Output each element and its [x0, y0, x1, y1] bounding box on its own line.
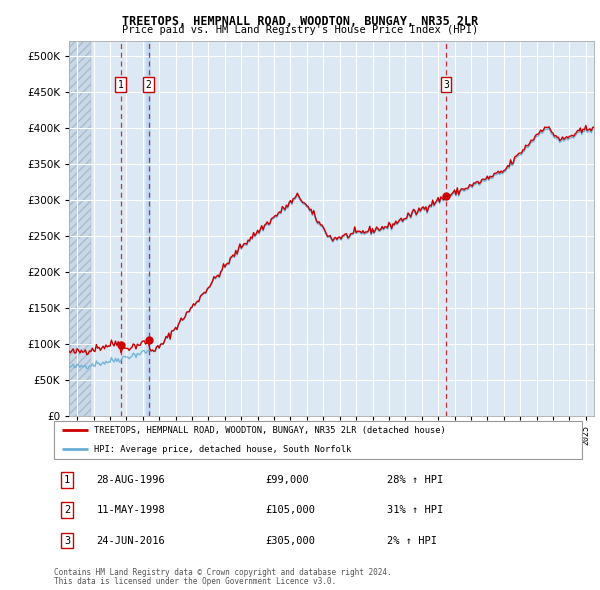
- Text: £305,000: £305,000: [265, 536, 315, 546]
- Text: TREETOPS, HEMPNALL ROAD, WOODTON, BUNGAY, NR35 2LR (detached house): TREETOPS, HEMPNALL ROAD, WOODTON, BUNGAY…: [94, 426, 445, 435]
- Bar: [69, 41, 91, 416]
- Text: 28-AUG-1996: 28-AUG-1996: [96, 475, 165, 485]
- Text: 1: 1: [64, 475, 70, 485]
- Text: Contains HM Land Registry data © Crown copyright and database right 2024.: Contains HM Land Registry data © Crown c…: [54, 568, 392, 576]
- Text: 24-JUN-2016: 24-JUN-2016: [96, 536, 165, 546]
- Text: 28% ↑ HPI: 28% ↑ HPI: [386, 475, 443, 485]
- FancyBboxPatch shape: [54, 421, 582, 459]
- Text: 2: 2: [146, 80, 152, 90]
- Text: Price paid vs. HM Land Registry's House Price Index (HPI): Price paid vs. HM Land Registry's House …: [122, 25, 478, 35]
- Text: 2: 2: [64, 506, 70, 515]
- Bar: [146, 41, 151, 416]
- Text: HPI: Average price, detached house, South Norfolk: HPI: Average price, detached house, Sout…: [94, 445, 351, 454]
- Text: TREETOPS, HEMPNALL ROAD, WOODTON, BUNGAY, NR35 2LR: TREETOPS, HEMPNALL ROAD, WOODTON, BUNGAY…: [122, 15, 478, 28]
- Text: £105,000: £105,000: [265, 506, 315, 515]
- Text: 3: 3: [64, 536, 70, 546]
- Text: 31% ↑ HPI: 31% ↑ HPI: [386, 506, 443, 515]
- Text: £99,000: £99,000: [265, 475, 309, 485]
- Text: 1: 1: [118, 80, 124, 90]
- Text: This data is licensed under the Open Government Licence v3.0.: This data is licensed under the Open Gov…: [54, 577, 336, 586]
- Text: 11-MAY-1998: 11-MAY-1998: [96, 506, 165, 515]
- Text: 2% ↑ HPI: 2% ↑ HPI: [386, 536, 437, 546]
- Text: 3: 3: [443, 80, 449, 90]
